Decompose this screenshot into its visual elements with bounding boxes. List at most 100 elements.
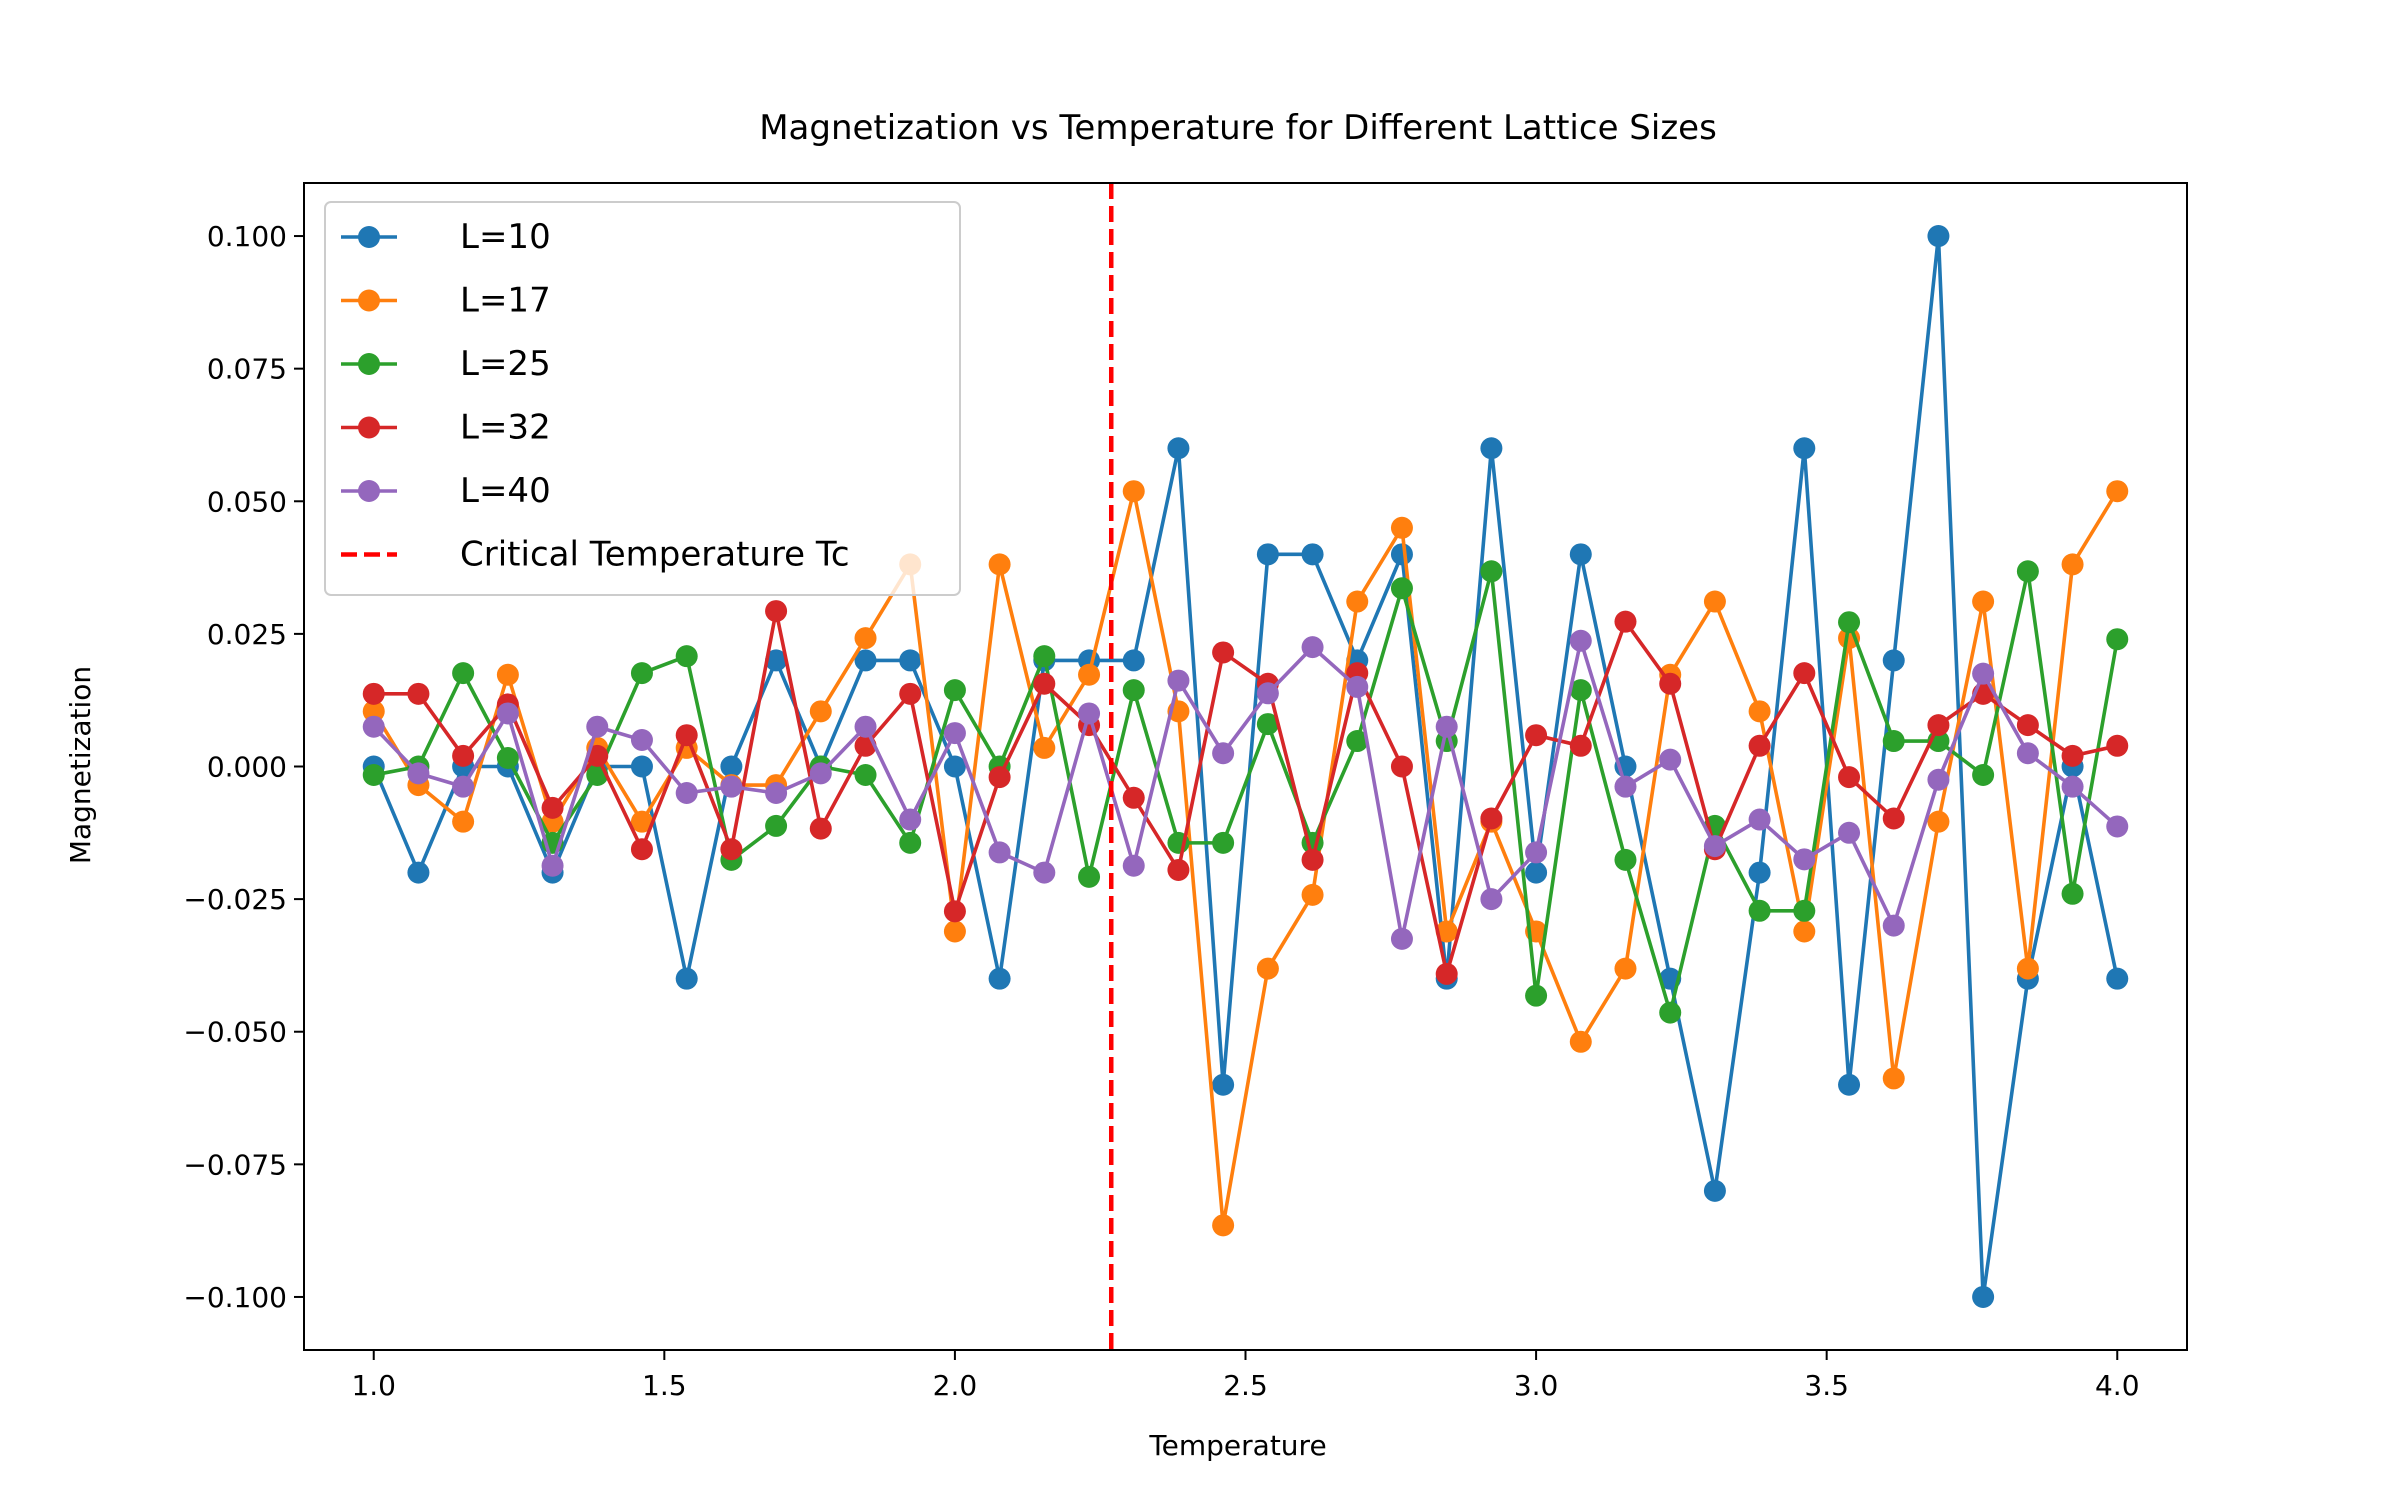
data-point xyxy=(675,645,698,668)
data-point xyxy=(1972,1285,1995,1308)
data-point xyxy=(2061,553,2084,576)
data-point xyxy=(765,600,788,623)
data-point xyxy=(899,649,922,672)
data-point xyxy=(452,744,475,767)
x-tick-label: 3.5 xyxy=(1804,1369,1849,1402)
y-tick-label: −0.025 xyxy=(183,883,287,916)
legend-label: L=40 xyxy=(460,471,551,511)
data-point xyxy=(1569,543,1592,566)
y-tick-label: −0.100 xyxy=(183,1281,287,1314)
series-line-L=25 xyxy=(373,569,2120,1015)
data-point xyxy=(1793,662,1816,685)
data-point xyxy=(899,831,922,854)
data-point xyxy=(1435,715,1458,738)
data-point xyxy=(2016,957,2039,980)
data-point xyxy=(2106,734,2129,757)
y-tick-label: −0.050 xyxy=(183,1016,287,1049)
data-point xyxy=(1659,748,1682,771)
legend-label: L=32 xyxy=(460,408,551,448)
data-point xyxy=(1212,831,1235,854)
data-point xyxy=(1256,957,1279,980)
data-point xyxy=(943,900,966,923)
data-point xyxy=(1927,768,1950,791)
y-tick-label: 0.000 xyxy=(207,751,287,784)
data-point xyxy=(988,967,1011,990)
data-point xyxy=(1569,1030,1592,1053)
data-point xyxy=(1659,672,1682,695)
data-point xyxy=(1390,755,1413,778)
data-point xyxy=(1033,736,1056,759)
data-point xyxy=(1301,543,1324,566)
data-point xyxy=(809,700,832,723)
data-point xyxy=(854,715,877,738)
data-point xyxy=(1033,861,1056,884)
data-point xyxy=(720,775,743,798)
data-point xyxy=(1614,610,1637,633)
legend-box xyxy=(324,201,961,596)
data-point xyxy=(1480,888,1503,911)
legend: L=10 L=17 L=25 L=32 L=40 Critical Temperature… xyxy=(324,201,961,596)
data-point xyxy=(1435,962,1458,985)
data-point xyxy=(407,861,430,884)
legend-item: Critical Temperature Tc xyxy=(341,535,850,575)
data-point xyxy=(943,722,966,745)
y-axis-label: Magnetization xyxy=(64,666,97,864)
data-point xyxy=(1838,611,1861,634)
data-point xyxy=(2061,882,2084,905)
legend-swatch-marker xyxy=(358,289,380,312)
data-point xyxy=(1078,663,1101,686)
x-tick-label: 4.0 xyxy=(2095,1369,2140,1402)
data-point xyxy=(1301,883,1324,906)
data-point xyxy=(1748,861,1771,884)
data-point xyxy=(1838,766,1861,789)
series-line-L=40 xyxy=(372,638,2119,941)
legend-item: L=40 xyxy=(341,471,551,511)
data-point xyxy=(809,762,832,785)
data-point xyxy=(2016,714,2039,737)
x-tick-label: 2.0 xyxy=(933,1369,978,1402)
data-point xyxy=(541,796,564,819)
data-point xyxy=(1256,543,1279,566)
data-point xyxy=(362,700,385,723)
legend-label: L=17 xyxy=(460,281,551,321)
legend-item: L=25 xyxy=(341,344,551,384)
y-axis: 0.100 0.075 0.050 0.025 0.000 −0.025 −0.050 −0.… xyxy=(183,220,304,1314)
data-point xyxy=(1882,807,1905,830)
x-tick-label: 1.5 xyxy=(642,1369,687,1402)
data-point xyxy=(1435,920,1458,943)
data-point xyxy=(1748,899,1771,922)
data-point xyxy=(1659,1001,1682,1024)
data-point xyxy=(1301,848,1324,871)
data-point xyxy=(720,838,743,861)
data-point xyxy=(943,920,966,943)
data-point xyxy=(496,747,519,770)
data-point xyxy=(1793,437,1816,460)
data-point xyxy=(1927,810,1950,833)
data-point xyxy=(899,682,922,705)
legend-swatch-marker xyxy=(358,353,380,375)
series-line-L=17 xyxy=(372,489,2119,1228)
data-point xyxy=(630,662,653,685)
data-point xyxy=(1390,927,1413,950)
data-point xyxy=(988,553,1011,576)
data-point xyxy=(1882,914,1905,937)
x-axis-label: Temperature xyxy=(1148,1429,1326,1462)
legend-label: L=10 xyxy=(460,217,551,257)
data-point xyxy=(1390,543,1413,566)
data-point xyxy=(1480,560,1503,583)
y-tick-label: 0.075 xyxy=(207,353,287,386)
data-point xyxy=(1346,730,1369,753)
data-point xyxy=(1703,1179,1726,1202)
chart-title: Magnetization vs Temperature for Differe… xyxy=(759,108,1717,148)
data-point xyxy=(765,782,788,805)
data-point xyxy=(1480,807,1503,830)
x-tick-label: 2.5 xyxy=(1223,1369,1268,1402)
data-point xyxy=(1525,861,1548,884)
data-point xyxy=(854,649,877,672)
data-point xyxy=(1256,682,1279,705)
data-point xyxy=(1927,714,1950,737)
y-tick-label: 0.025 xyxy=(207,618,287,651)
data-point xyxy=(675,967,698,990)
data-point xyxy=(1525,984,1548,1007)
y-tick-label: 0.100 xyxy=(207,220,287,253)
